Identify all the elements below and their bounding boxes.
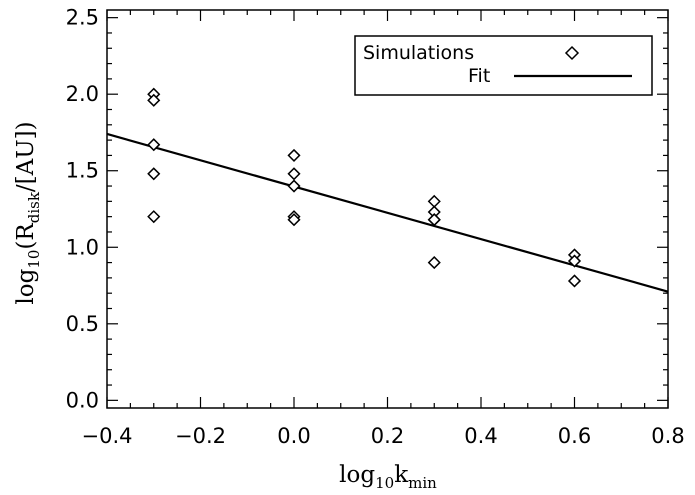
x-label-main: k [394,462,409,488]
y-tick-label: 0.5 [66,312,99,336]
x-tick-label: 0.4 [464,424,497,448]
simulation-point [567,274,582,288]
x-axis-label: log10kmin [339,462,437,492]
y-label-close: /[AU]) [13,121,39,192]
y-tick-label: 0.0 [66,388,99,412]
x-tick-label: −0.4 [82,424,133,448]
x-label-base-subscript: 10 [375,474,394,492]
y-label-base-subscript: 10 [25,250,43,269]
y-tick-label: 1.5 [66,159,99,183]
simulation-point [427,194,441,208]
simulation-point [567,254,582,268]
y-label-base: log [13,268,39,304]
y-axis-label: log10(Rdisk/[AU]) [13,121,43,304]
x-label-base: log [339,462,375,488]
y-label-r-subscript: disk [25,191,43,223]
x-tick-label: 0.0 [277,424,310,448]
simulations-series [147,87,582,288]
y-axis-tick-labels: 0.0 0.5 1.0 1.5 2.0 2.5 [66,6,99,413]
x-tick-label: 0.2 [371,424,404,448]
y-label-open: (R [13,223,39,250]
simulation-point [427,256,441,270]
simulation-point [287,213,301,227]
x-axis-tick-labels: −0.4 −0.2 0.0 0.2 0.4 0.6 0.8 [82,424,685,448]
y-tick-label: 2.0 [66,82,99,106]
y-tick-label: 2.5 [66,6,99,30]
legend-label-simulations: Simulations [363,42,474,64]
x-tick-label: 0.6 [558,424,591,448]
x-tick-label: 0.8 [651,424,684,448]
legend-marker-simulations [564,45,580,61]
simulation-point [287,148,301,162]
simulation-point [147,210,161,224]
simulation-point [427,213,441,227]
x-axis-ticks [106,10,669,408]
legend-box [354,35,653,96]
simulation-point [287,167,301,181]
simulation-point [147,167,161,181]
y-tick-label: 1.0 [66,235,99,259]
legend-label-fit: Fit [468,65,490,87]
x-label-main-subscript: min [408,474,437,492]
y-axis-ticks [107,17,668,401]
simulation-point [147,138,161,152]
fit-series [106,132,669,293]
legend: Simulations Fit [354,35,653,96]
simulation-point [147,93,161,107]
fit-line [106,132,669,293]
x-tick-label: −0.2 [175,424,226,448]
simulation-point [287,179,301,193]
